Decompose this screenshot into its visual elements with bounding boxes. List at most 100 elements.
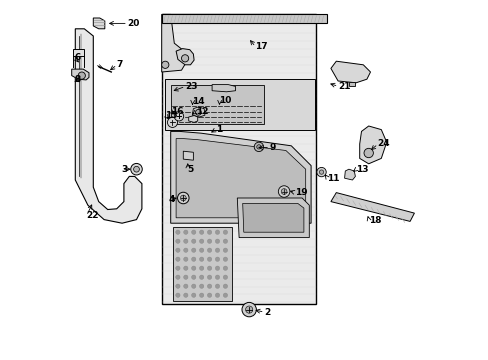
Circle shape bbox=[215, 230, 219, 234]
Polygon shape bbox=[72, 69, 89, 80]
Circle shape bbox=[175, 230, 180, 234]
Circle shape bbox=[207, 275, 211, 279]
Polygon shape bbox=[170, 131, 310, 223]
Circle shape bbox=[133, 166, 139, 172]
Polygon shape bbox=[330, 193, 413, 221]
Circle shape bbox=[316, 167, 325, 177]
Polygon shape bbox=[162, 14, 316, 304]
Text: 11: 11 bbox=[326, 174, 339, 183]
Circle shape bbox=[183, 257, 187, 261]
Circle shape bbox=[183, 239, 187, 243]
Text: 20: 20 bbox=[127, 19, 140, 28]
Polygon shape bbox=[162, 14, 326, 23]
Circle shape bbox=[199, 230, 203, 234]
Text: 1: 1 bbox=[215, 125, 222, 134]
Polygon shape bbox=[183, 151, 193, 160]
Circle shape bbox=[215, 266, 219, 270]
Circle shape bbox=[319, 170, 323, 174]
Circle shape bbox=[199, 284, 203, 288]
Circle shape bbox=[215, 275, 219, 279]
Polygon shape bbox=[212, 85, 235, 92]
Circle shape bbox=[78, 72, 85, 79]
Polygon shape bbox=[170, 85, 264, 124]
Circle shape bbox=[223, 248, 227, 252]
Text: 9: 9 bbox=[269, 143, 276, 152]
Circle shape bbox=[175, 239, 180, 243]
Circle shape bbox=[207, 257, 211, 261]
Text: 6: 6 bbox=[75, 53, 81, 62]
Text: 18: 18 bbox=[368, 216, 381, 225]
Polygon shape bbox=[173, 227, 231, 301]
Circle shape bbox=[175, 275, 180, 279]
Text: 21: 21 bbox=[337, 82, 350, 91]
Circle shape bbox=[223, 239, 227, 243]
Circle shape bbox=[199, 293, 203, 297]
Circle shape bbox=[180, 195, 186, 201]
Text: 5: 5 bbox=[187, 165, 193, 174]
Circle shape bbox=[207, 284, 211, 288]
Circle shape bbox=[215, 239, 219, 243]
Circle shape bbox=[174, 112, 183, 121]
Polygon shape bbox=[188, 116, 197, 122]
Text: 16: 16 bbox=[170, 107, 183, 116]
Circle shape bbox=[245, 306, 252, 313]
Polygon shape bbox=[344, 169, 355, 180]
Circle shape bbox=[199, 239, 203, 243]
Text: 15: 15 bbox=[165, 111, 178, 120]
Polygon shape bbox=[73, 49, 84, 56]
Polygon shape bbox=[164, 79, 314, 130]
Circle shape bbox=[223, 230, 227, 234]
Circle shape bbox=[199, 248, 203, 252]
Circle shape bbox=[191, 230, 196, 234]
Text: 23: 23 bbox=[185, 82, 197, 91]
Circle shape bbox=[281, 189, 286, 194]
Circle shape bbox=[215, 248, 219, 252]
Circle shape bbox=[207, 266, 211, 270]
Text: 12: 12 bbox=[196, 107, 208, 116]
Circle shape bbox=[191, 248, 196, 252]
Circle shape bbox=[167, 117, 177, 127]
Text: 4: 4 bbox=[168, 195, 175, 204]
Circle shape bbox=[223, 293, 227, 297]
Circle shape bbox=[207, 293, 211, 297]
Text: 7: 7 bbox=[117, 60, 123, 69]
Circle shape bbox=[223, 275, 227, 279]
Circle shape bbox=[223, 257, 227, 261]
Circle shape bbox=[175, 266, 180, 270]
Circle shape bbox=[195, 109, 201, 115]
Circle shape bbox=[199, 257, 203, 261]
Circle shape bbox=[191, 284, 196, 288]
Circle shape bbox=[191, 257, 196, 261]
Polygon shape bbox=[75, 29, 142, 223]
Text: 22: 22 bbox=[86, 211, 99, 220]
Circle shape bbox=[183, 284, 187, 288]
Circle shape bbox=[191, 293, 196, 297]
Polygon shape bbox=[176, 139, 305, 218]
Circle shape bbox=[278, 186, 289, 197]
Polygon shape bbox=[330, 61, 370, 83]
Circle shape bbox=[175, 257, 180, 261]
Circle shape bbox=[191, 275, 196, 279]
Circle shape bbox=[175, 293, 180, 297]
Text: 24: 24 bbox=[377, 139, 389, 148]
Circle shape bbox=[215, 257, 219, 261]
Circle shape bbox=[223, 284, 227, 288]
Circle shape bbox=[183, 293, 187, 297]
Circle shape bbox=[215, 284, 219, 288]
Polygon shape bbox=[93, 18, 104, 29]
Circle shape bbox=[175, 284, 180, 288]
Circle shape bbox=[207, 239, 211, 243]
Circle shape bbox=[215, 293, 219, 297]
Text: 17: 17 bbox=[255, 42, 267, 51]
Circle shape bbox=[181, 55, 188, 62]
Polygon shape bbox=[237, 198, 309, 238]
Text: 19: 19 bbox=[294, 188, 307, 197]
Text: 8: 8 bbox=[75, 75, 81, 84]
Polygon shape bbox=[162, 14, 186, 72]
Circle shape bbox=[177, 192, 189, 204]
Polygon shape bbox=[176, 49, 194, 65]
Text: 3: 3 bbox=[121, 165, 127, 174]
Polygon shape bbox=[359, 126, 386, 164]
Polygon shape bbox=[192, 107, 204, 117]
Circle shape bbox=[199, 266, 203, 270]
